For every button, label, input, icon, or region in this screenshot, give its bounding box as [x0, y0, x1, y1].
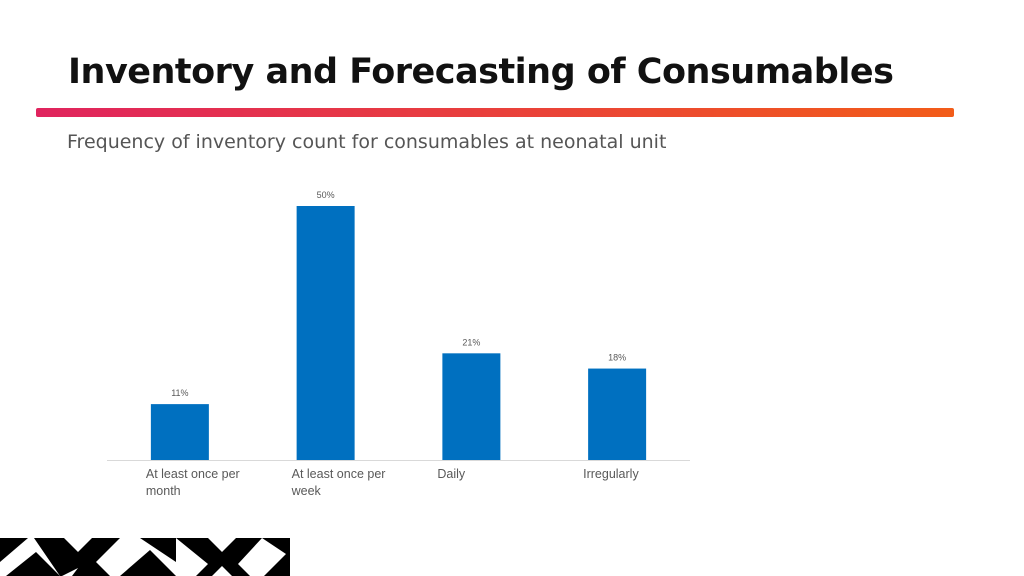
bar	[150, 404, 209, 460]
bar	[588, 368, 647, 460]
title-accent-line	[36, 108, 954, 117]
chart-subtitle: Frequency of inventory count for consuma…	[67, 131, 667, 153]
decorative-chevron-band	[0, 538, 290, 576]
bar-data-label: 21%	[462, 337, 480, 347]
decor-shape	[140, 538, 176, 562]
slide-title: Inventory and Forecasting of Consumables	[68, 52, 894, 92]
category-label: At least once per week	[291, 467, 386, 498]
bar-data-label: 11%	[171, 388, 188, 398]
category-label: Daily	[437, 467, 466, 481]
bar	[296, 206, 355, 460]
decor-shape	[0, 538, 28, 562]
category-label: At least once per month	[145, 467, 240, 498]
decor-shape	[176, 538, 262, 576]
bar-data-label: 50%	[317, 190, 335, 200]
decor-shape	[120, 550, 176, 576]
decor-shape	[6, 552, 60, 576]
bar-data-label: 18%	[608, 353, 626, 363]
bar	[442, 353, 501, 460]
decor-shape	[34, 538, 120, 576]
decor-shape	[262, 538, 290, 576]
category-label: Irregularly	[583, 467, 639, 481]
